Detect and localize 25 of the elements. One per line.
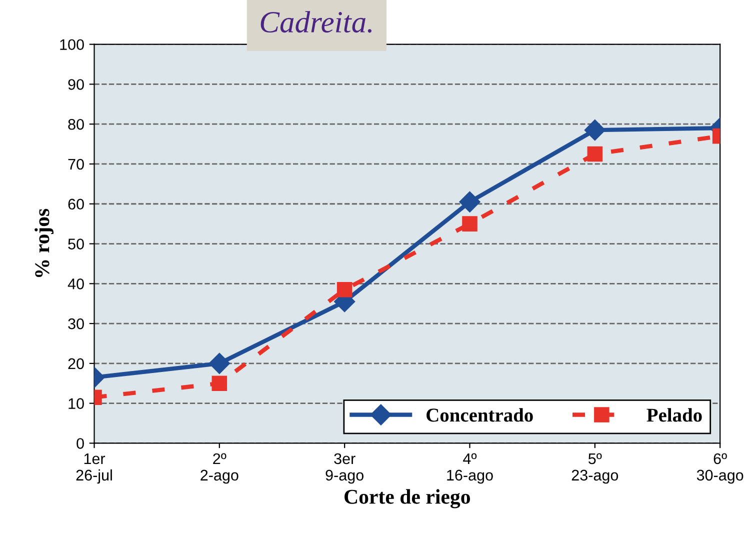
y-tick-label: 60 (68, 198, 84, 210)
y-tick-label: 20 (68, 358, 84, 370)
legend-label: Concentrado (426, 408, 533, 422)
text: Cadreita. (260, 11, 372, 33)
x-tick-label: 5º 23-ago (572, 453, 618, 484)
y-axis-title: % rojos (34, 208, 54, 278)
y-tick-label: 0 (76, 438, 84, 449)
point (336, 282, 352, 298)
x-tick-label: 6º 30-ago (696, 453, 744, 484)
y-tick-label: 100 (60, 39, 84, 50)
point (462, 216, 478, 232)
point (459, 191, 480, 212)
y-tick-label: 30 (68, 318, 84, 330)
y-tick-label: 50 (68, 238, 84, 250)
legend-label: Pelado (646, 408, 702, 422)
y-tick-label: 70 (68, 158, 84, 170)
y-tick-label: 40 (68, 278, 84, 290)
x-tick-label: 3er 9-ago (326, 453, 364, 484)
y-tick-label: 10 (68, 398, 84, 409)
x-tick-label: 2º 2-ago (200, 453, 238, 484)
x-axis-title: Corte de riego (344, 489, 470, 508)
y-tick-label: 90 (68, 79, 84, 90)
x-tick-label: 4º 16-ago (447, 453, 493, 484)
y-tick-label: 80 (68, 118, 84, 130)
x-tick-label: 1er 26-jul (76, 453, 112, 484)
